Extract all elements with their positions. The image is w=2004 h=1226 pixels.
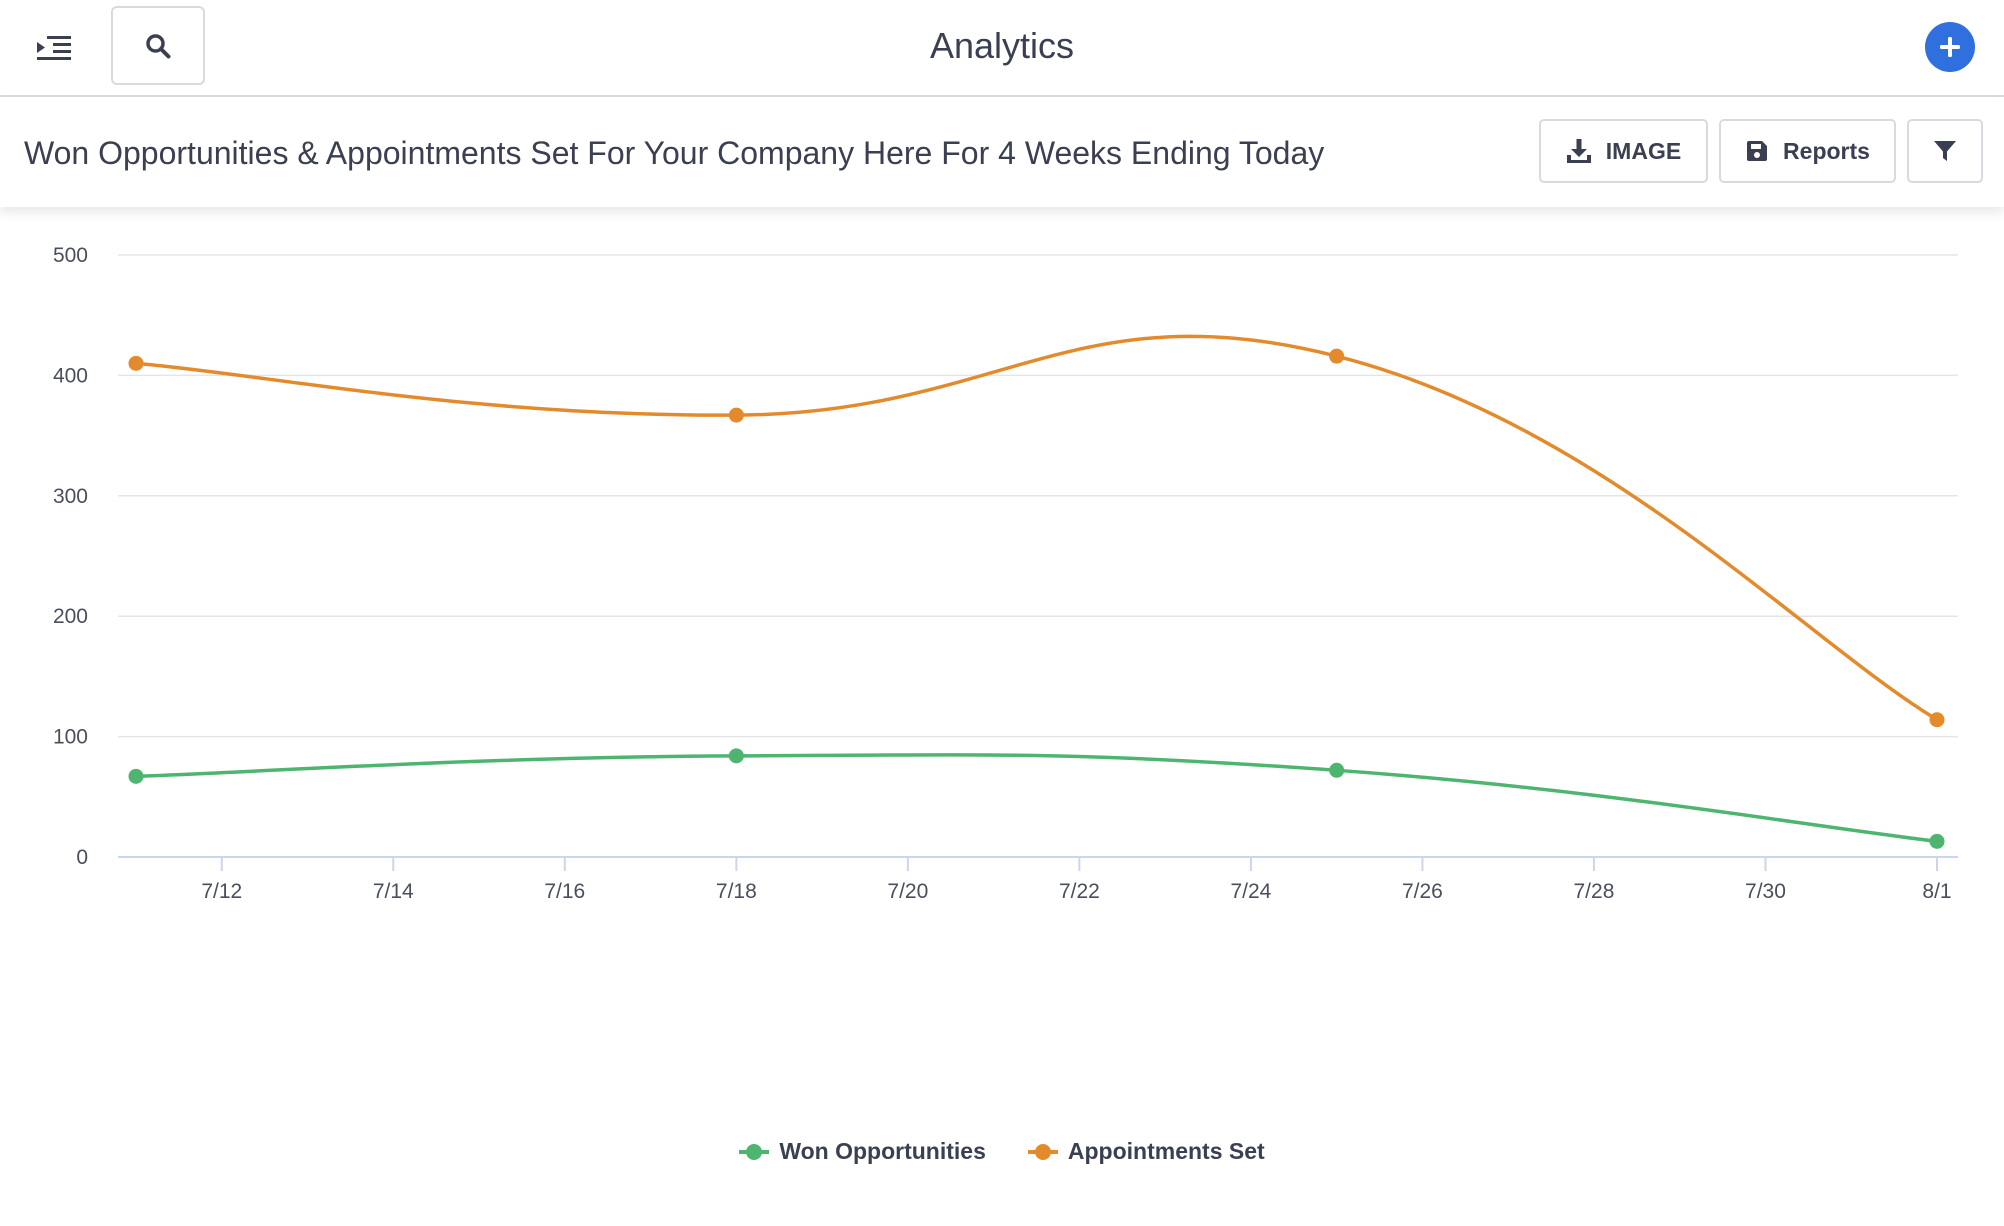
report-header: Won Opportunities & Appointments Set For… <box>0 97 2004 207</box>
x-tick-label: 7/18 <box>716 880 757 903</box>
series-lines <box>128 334 1945 849</box>
y-tick-label: 0 <box>76 846 88 869</box>
legend-swatch <box>1027 1143 1058 1160</box>
legend-label: Won Opportunities <box>779 1138 986 1164</box>
filter-button[interactable] <box>1907 119 1983 183</box>
add-button[interactable] <box>1925 22 1975 72</box>
x-axis: 7/12 7/14 7/16 7/18 7/20 7/22 7/24 7/26 7/28 7/30… <box>118 856 1958 903</box>
line-chart: 0 100 200 300 400 500 7/12 7/14 7/16 7/18 7/20 7/2… <box>0 207 2004 1226</box>
chart-legend: Won Opportunities Appointments Set <box>0 1138 2004 1165</box>
x-tick-label: 7/26 <box>1402 880 1443 903</box>
export-image-button[interactable]: IMAGE <box>1539 119 1708 183</box>
data-point-won-opportunities[interactable] <box>1329 762 1345 778</box>
x-tick-label: 7/22 <box>1059 880 1100 903</box>
reports-label: Reports <box>1783 137 1870 164</box>
x-tick-label: 7/20 <box>887 880 928 903</box>
top-bar: Analytics <box>0 0 2004 97</box>
data-point-appointments-set[interactable] <box>1329 348 1345 364</box>
plus-icon <box>1940 37 1960 57</box>
grid-lines <box>118 254 1958 738</box>
legend-item-appointments-set[interactable]: Appointments Set <box>1027 1138 1265 1165</box>
y-axis-ticks: 0 100 200 300 400 500 <box>53 244 88 869</box>
y-tick-label: 200 <box>53 605 88 628</box>
save-icon <box>1747 141 1768 161</box>
x-tick-label: 7/24 <box>1230 880 1271 903</box>
y-tick-label: 100 <box>53 726 88 749</box>
y-tick-label: 500 <box>53 244 88 267</box>
x-tick-label: 7/30 <box>1745 880 1786 903</box>
series-line-won-opportunities <box>135 753 1938 844</box>
series-line-appointments-set <box>135 334 1938 722</box>
x-tick-label: 7/16 <box>544 880 585 903</box>
filter-icon <box>1934 141 1956 161</box>
data-point-appointments-set[interactable] <box>728 407 744 423</box>
indent-menu-icon <box>37 36 71 60</box>
x-tick-label: 7/28 <box>1574 880 1615 903</box>
download-icon <box>1566 139 1591 163</box>
x-tick-label: 7/14 <box>373 880 414 903</box>
data-point-won-opportunities[interactable] <box>128 768 144 784</box>
chart-canvas: 0 100 200 300 400 500 7/12 7/14 7/16 7/18 7/20 7/2… <box>53 244 1958 903</box>
data-point-won-opportunities[interactable] <box>728 748 744 764</box>
search-button[interactable] <box>111 6 205 85</box>
data-point-won-opportunities[interactable] <box>1929 833 1945 849</box>
y-tick-label: 400 <box>53 364 88 387</box>
data-point-appointments-set[interactable] <box>128 355 144 371</box>
export-image-label: IMAGE <box>1605 137 1682 164</box>
legend-label: Appointments Set <box>1067 1138 1265 1164</box>
x-tick-label: 7/12 <box>201 880 242 903</box>
legend-item-won-opportunities[interactable]: Won Opportunities <box>739 1138 986 1165</box>
x-tick-label: 8/1 <box>1922 880 1951 903</box>
search-icon <box>146 33 171 58</box>
reports-button[interactable]: Reports <box>1719 119 1896 183</box>
y-tick-label: 300 <box>53 485 88 508</box>
report-title: Won Opportunities & Appointments Set For… <box>24 135 1325 171</box>
menu-button[interactable] <box>30 28 78 68</box>
app-title: Analytics <box>929 25 1075 66</box>
data-point-appointments-set[interactable] <box>1929 712 1945 728</box>
legend-swatch <box>739 1143 770 1160</box>
